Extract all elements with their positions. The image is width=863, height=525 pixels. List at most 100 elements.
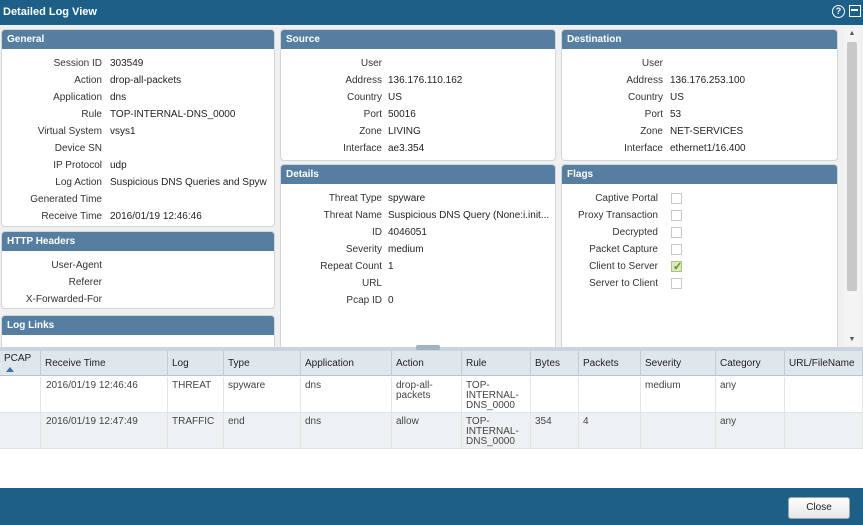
table-cell-severity xyxy=(641,413,716,449)
source-panel-title: Source xyxy=(281,30,555,49)
table-cell-packets xyxy=(579,377,641,413)
column-header-label: Bytes xyxy=(535,358,561,369)
flag-row-decrypted: Decrypted xyxy=(562,224,837,241)
flag-label-decrypted: Decrypted xyxy=(612,227,658,238)
maximize-icon[interactable] xyxy=(849,5,861,17)
details-row-threat-name: Threat Name Suspicious DNS Query (None:i.… xyxy=(281,207,555,224)
log-links-panel-title: Log Links xyxy=(2,316,274,335)
general-panel-title: General xyxy=(2,30,274,49)
table-cell-action: allow xyxy=(392,413,462,449)
column-header-receive-time[interactable]: Receive Time xyxy=(41,351,168,376)
column-header-label: Log xyxy=(172,358,189,369)
flag-checkbox-proxy-transaction xyxy=(671,210,682,221)
destination-row-address: Address 136.176.253.100 xyxy=(562,72,837,89)
table-cell-url-filename xyxy=(785,377,863,413)
source-row-address: Address 136.176.110.162 xyxy=(281,72,555,89)
general-row-receive-time: Receive Time 2016/01/19 12:46:46 xyxy=(2,208,274,225)
general-label-device-sn: Device SN xyxy=(54,143,102,154)
general-row-session-id: Session ID 303549 xyxy=(2,55,274,72)
general-value-action: drop-all-packets xyxy=(110,75,182,86)
splitter-handle[interactable] xyxy=(416,345,440,350)
source-label-country: Country xyxy=(346,92,382,103)
flag-label-packet-capture: Packet Capture xyxy=(589,244,658,255)
column-header-packets[interactable]: Packets xyxy=(579,351,641,376)
general-value-session-id: 303549 xyxy=(110,58,144,69)
source-row-interface: Interface ae3.354 xyxy=(281,140,555,157)
source-label-interface: Interface xyxy=(343,143,382,154)
table-row[interactable]: 2016/01/19 12:46:46 THREAT spyware dns drop-… xyxy=(0,377,863,413)
details-value-threat-type: spyware xyxy=(388,193,426,204)
column-header-bytes[interactable]: Bytes xyxy=(531,351,579,376)
window-titlebar: Detailed Log View ? xyxy=(0,0,863,25)
column-header-label: Rule xyxy=(466,358,487,369)
flags-panel: Flags Captive Portal Proxy Transaction Dec… xyxy=(561,164,838,347)
general-row-rule: Rule TOP-INTERNAL-DNS_0000 xyxy=(2,106,274,123)
flag-label-server-to-client: Server to Client xyxy=(589,278,658,289)
http-header-label-x-forwarded-for: X-Forwarded-For xyxy=(25,294,102,305)
http-headers-panel: HTTP Headers User-Agent Referer X-Forwarde… xyxy=(1,231,275,309)
scroll-down-icon[interactable]: ▼ xyxy=(848,336,856,343)
column-header-severity[interactable]: Severity xyxy=(641,351,716,376)
destination-row-country: Country US xyxy=(562,89,837,106)
general-row-device-sn: Device SN xyxy=(2,140,274,157)
table-row[interactable]: 2016/01/19 12:47:49 TRAFFIC end dns allow TOP… xyxy=(0,413,863,449)
column-header-application[interactable]: Application xyxy=(301,351,392,376)
column-header-label: URL/FileName xyxy=(789,358,855,369)
details-row-threat-type: Threat Type spyware xyxy=(281,190,555,207)
general-value-log-action: Suspicious DNS Queries and Spyw xyxy=(110,177,267,188)
flag-label-captive-portal: Captive Portal xyxy=(595,193,658,204)
general-label-action: Action xyxy=(74,75,102,86)
general-row-virtual-system: Virtual System vsys1 xyxy=(2,123,274,140)
column-header-rule[interactable]: Rule xyxy=(462,351,531,376)
dialog-footer xyxy=(0,488,863,525)
general-label-ip-protocol: IP Protocol xyxy=(53,160,102,171)
table-header: PCAP Receive Time Log Type Application Action… xyxy=(0,351,863,376)
help-icon[interactable]: ? xyxy=(832,5,845,18)
table-cell-rule: TOP- INTERNAL- DNS_0000 xyxy=(462,377,531,413)
flag-row-client-to-server: Client to Server xyxy=(562,258,837,276)
details-row-id: ID 4046051 xyxy=(281,224,555,241)
source-row-port: Port 50016 xyxy=(281,106,555,123)
table-cell-action: drop-all- packets xyxy=(392,377,462,413)
column-header-action[interactable]: Action xyxy=(392,351,462,376)
destination-label-zone: Zone xyxy=(640,126,663,137)
http-header-label-user-agent: User-Agent xyxy=(51,260,102,271)
column-header-pcap[interactable]: PCAP xyxy=(0,351,41,376)
destination-label-country: Country xyxy=(627,92,663,103)
panel-splitter[interactable] xyxy=(0,345,863,351)
table-cell-url-filename xyxy=(785,413,863,449)
column-header-log[interactable]: Log xyxy=(168,351,224,376)
column-header-type[interactable]: Type xyxy=(224,351,301,376)
source-row-user: User xyxy=(281,55,555,72)
table-cell-bytes xyxy=(531,377,579,413)
details-label-url: URL xyxy=(361,278,382,289)
column-header-label: Packets xyxy=(583,358,619,369)
destination-label-address: Address xyxy=(626,75,663,86)
general-panel: General Session ID 303549 Action drop-all-p… xyxy=(1,29,275,227)
general-row-ip-protocol: IP Protocol udp xyxy=(2,157,274,174)
vertical-scrollbar[interactable]: ▲ ▼ xyxy=(844,28,860,346)
details-value-pcap-id: 0 xyxy=(388,295,394,306)
detail-panels-area: General Session ID 303549 Action drop-all-p… xyxy=(0,25,863,347)
column-header-category[interactable]: Category xyxy=(716,351,785,376)
table-cell-log: TRAFFIC xyxy=(168,413,224,449)
general-value-application: dns xyxy=(110,92,127,103)
table-cell-application: dns xyxy=(301,377,392,413)
general-row-action: Action drop-all-packets xyxy=(2,72,274,89)
general-label-virtual-system: Virtual System xyxy=(37,126,102,137)
column-header-label: Action xyxy=(396,358,424,369)
table-cell-category: any xyxy=(716,377,785,413)
close-button[interactable]: Close xyxy=(788,497,850,519)
scrollbar-thumb[interactable] xyxy=(847,42,857,291)
table-cell-severity: medium xyxy=(641,377,716,413)
flag-checkbox-captive-portal xyxy=(671,193,682,204)
details-label-repeat-count: Repeat Count xyxy=(320,261,382,272)
general-label-log-action: Log Action xyxy=(55,177,102,188)
sort-ascending-icon[interactable] xyxy=(6,367,14,372)
general-label-receive-time: Receive Time xyxy=(41,211,102,222)
http-header-row-x-forwarded-for: X-Forwarded-For xyxy=(2,291,274,308)
general-value-receive-time: 2016/01/19 12:46:46 xyxy=(110,211,202,222)
scroll-up-icon[interactable]: ▲ xyxy=(848,30,856,37)
details-label-threat-type: Threat Type xyxy=(328,193,382,204)
column-header-url-filename[interactable]: URL/FileName xyxy=(785,351,863,376)
